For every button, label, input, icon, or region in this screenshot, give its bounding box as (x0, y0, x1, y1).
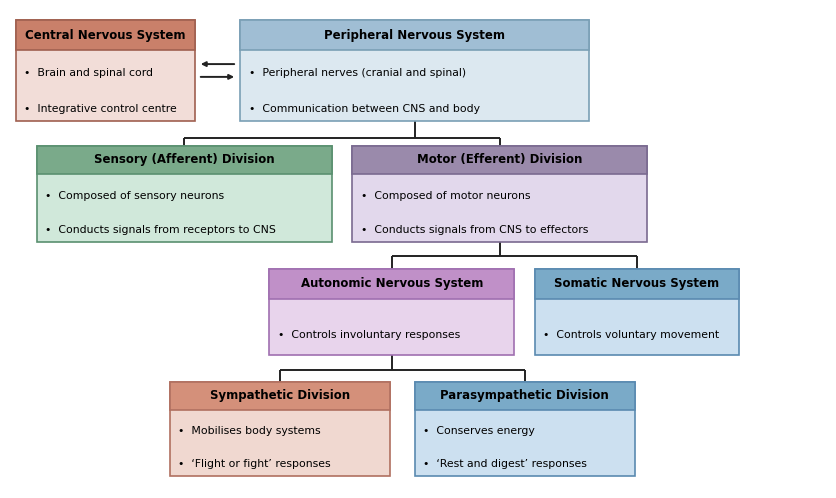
FancyBboxPatch shape (269, 269, 514, 355)
Text: •  Mobilises body systems: • Mobilises body systems (178, 426, 320, 436)
FancyBboxPatch shape (240, 20, 589, 121)
Text: •  Conducts signals from receptors to CNS: • Conducts signals from receptors to CNS (45, 225, 276, 235)
FancyBboxPatch shape (16, 20, 195, 50)
Text: Parasympathetic Division: Parasympathetic Division (440, 389, 609, 402)
Text: •  Controls involuntary responses: • Controls involuntary responses (278, 330, 460, 340)
Text: •  ‘Rest and digest’ responses: • ‘Rest and digest’ responses (422, 459, 586, 469)
FancyBboxPatch shape (240, 20, 589, 50)
FancyBboxPatch shape (170, 382, 390, 476)
Text: •  Integrative control centre: • Integrative control centre (24, 104, 177, 114)
Text: Central Nervous System: Central Nervous System (25, 29, 186, 42)
FancyBboxPatch shape (534, 269, 738, 299)
Text: Somatic Nervous System: Somatic Nervous System (553, 277, 719, 290)
Text: Sensory (Afferent) Division: Sensory (Afferent) Division (94, 153, 274, 166)
Text: •  Brain and spinal cord: • Brain and spinal cord (24, 68, 153, 78)
Text: Peripheral Nervous System: Peripheral Nervous System (324, 29, 505, 42)
Text: Motor (Efferent) Division: Motor (Efferent) Division (416, 153, 582, 166)
Text: •  Conducts signals from CNS to effectors: • Conducts signals from CNS to effectors (360, 225, 588, 235)
FancyBboxPatch shape (170, 382, 390, 410)
Text: Autonomic Nervous System: Autonomic Nervous System (300, 277, 482, 290)
Text: •  Composed of sensory neurons: • Composed of sensory neurons (45, 191, 224, 201)
FancyBboxPatch shape (37, 145, 331, 242)
Text: •  Communication between CNS and body: • Communication between CNS and body (248, 104, 479, 114)
Text: •  Composed of motor neurons: • Composed of motor neurons (360, 191, 530, 201)
Text: •  Conserves energy: • Conserves energy (422, 426, 534, 436)
FancyBboxPatch shape (352, 145, 646, 174)
Text: •  ‘Flight or fight’ responses: • ‘Flight or fight’ responses (178, 459, 330, 469)
FancyBboxPatch shape (534, 269, 738, 355)
Text: •  Controls voluntary movement: • Controls voluntary movement (543, 330, 719, 340)
FancyBboxPatch shape (415, 382, 635, 476)
Text: Sympathetic Division: Sympathetic Division (210, 389, 349, 402)
FancyBboxPatch shape (415, 382, 635, 410)
Text: •  Peripheral nerves (cranial and spinal): • Peripheral nerves (cranial and spinal) (248, 68, 465, 78)
FancyBboxPatch shape (269, 269, 514, 299)
FancyBboxPatch shape (16, 20, 195, 121)
FancyBboxPatch shape (352, 145, 646, 242)
FancyBboxPatch shape (37, 145, 331, 174)
